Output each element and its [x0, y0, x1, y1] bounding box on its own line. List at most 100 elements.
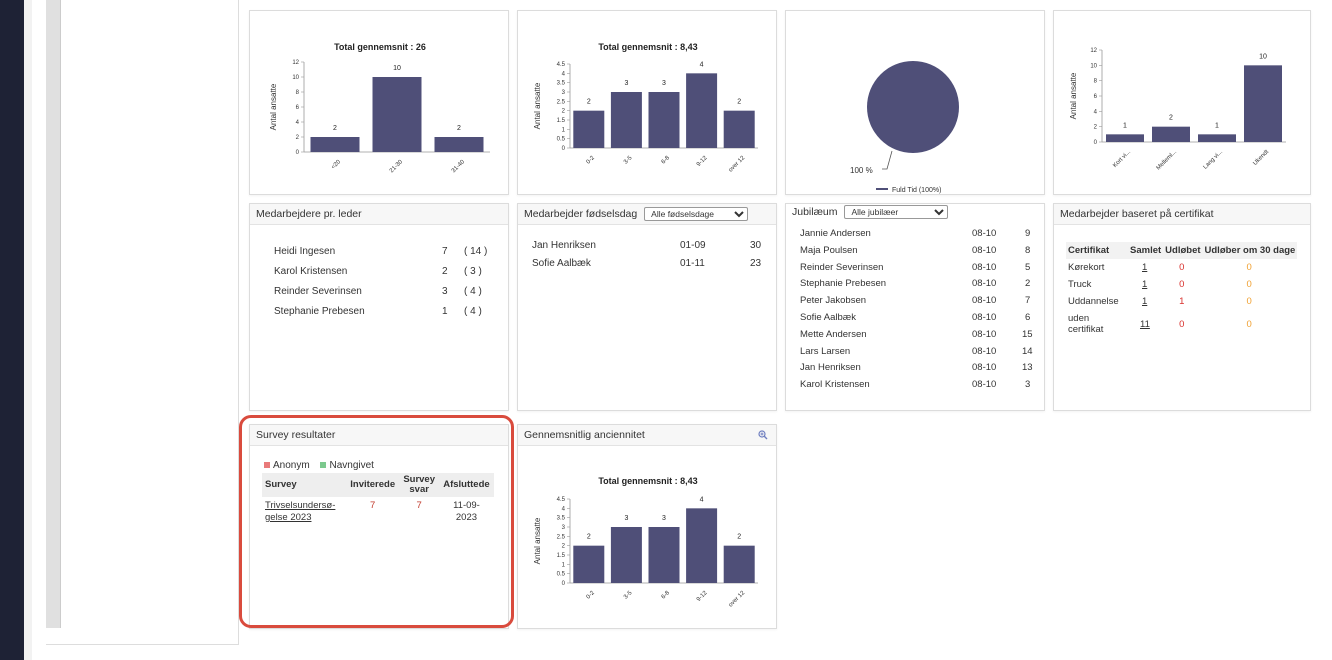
x-tick-label: <20: [331, 159, 343, 171]
y-tick-label: 1: [562, 127, 566, 133]
bar: [648, 527, 680, 583]
widget-certifikat: Medarbejder baseret på certifikat Certif…: [1053, 203, 1311, 411]
x-tick-label: over 12: [728, 590, 747, 609]
bar-value-label: 1: [1215, 122, 1219, 129]
widget-gennemsnitlig-anciennitet: Gennemsnitlig anciennitet Total gennemsn…: [517, 424, 777, 629]
y-tick-label: 0.5: [557, 572, 566, 578]
jubilee-years: 5: [1025, 261, 1031, 273]
jubilee-years: 8: [1025, 244, 1031, 256]
leder-total: ( 4 ): [464, 286, 482, 297]
cert-samlet-link[interactable]: 1: [1142, 262, 1148, 273]
survey-link[interactable]: Trivselsundersø-gelse 2023: [262, 497, 346, 527]
bar: [686, 73, 718, 148]
y-tick-label: 4: [562, 71, 566, 77]
birthday-age: 30: [750, 240, 762, 251]
survey-svar: 7: [416, 500, 422, 511]
list-item: Stephanie Prebesen 08-10 2: [800, 278, 1032, 295]
fodselsdag-filter-select[interactable]: Alle fødselsdage: [644, 207, 749, 222]
y-tick-label: 6: [296, 105, 300, 111]
bar: [573, 110, 605, 148]
y-tick-label: 8: [296, 90, 300, 96]
zoom-in-icon-glyph: [758, 430, 768, 440]
cert-udlober: 0: [1246, 279, 1252, 290]
bar-value-label: 4: [700, 496, 704, 503]
list-item: Stephanie Prebesen 1 ( 4 ): [274, 306, 494, 326]
widget-title: Medarbejder baseret på certifikat: [1054, 204, 1310, 225]
birthday-date: 01-09: [680, 240, 706, 251]
y-tick-label: 10: [292, 75, 299, 81]
pie-legend-swatch: [876, 188, 888, 190]
cert-udlobet: 0: [1179, 262, 1185, 273]
col-header-afsluttede: Afsluttede: [438, 473, 494, 497]
cert-udlober: 0: [1246, 262, 1252, 273]
y-axis-label: Antal ansatte: [269, 83, 278, 130]
x-tick-label: 3-5: [623, 155, 634, 166]
list-item: Peter Jakobsen 08-10 7: [800, 295, 1032, 312]
jubilee-name: Reinder Severinsen: [800, 261, 884, 273]
leder-name: Karol Kristensen: [274, 266, 348, 277]
bar-value-label: 10: [1259, 53, 1267, 60]
zoom-in-icon[interactable]: [758, 425, 768, 445]
widget-kontrakt-chart: 0 2 4 6 8 10 12 Antal ansatte 1 Kort vi... 2 Mellem…: [1053, 10, 1311, 195]
x-tick-label: Melleml...: [1156, 149, 1179, 172]
pie-legend-label: Fuld Tid (100%): [892, 187, 941, 194]
svar-header-line1: Survey: [403, 474, 435, 485]
jubilee-years: 2: [1025, 278, 1031, 290]
y-axis-label: Antal ansatte: [533, 82, 542, 129]
jubilee-date: 08-10: [972, 244, 997, 256]
y-tick-label: 2: [562, 109, 566, 115]
jubilee-date: 08-10: [972, 261, 997, 273]
contract-bar-chart: 0 2 4 6 8 10 12 Antal ansatte 1 Kort vi... 2 Mellem…: [1069, 48, 1286, 172]
bar: [1244, 65, 1282, 142]
leder-count: 2: [442, 266, 448, 277]
y-tick-label: 8: [1094, 79, 1098, 85]
survey-table: Survey Inviterede Survey svar Afsluttede …: [262, 473, 494, 527]
bar: [686, 508, 718, 583]
y-tick-label: 4.5: [557, 497, 566, 503]
y-tick-label: 3.5: [557, 516, 566, 522]
y-tick-label: 0.5: [557, 137, 566, 143]
widget-title: Medarbejdere pr. leder: [250, 204, 508, 225]
navngivet-swatch: [320, 462, 327, 469]
list-item: Lars Larsen 08-10 14: [800, 346, 1033, 363]
table-row: Trivselsundersø-gelse 2023 7 7 11-09- 202…: [262, 497, 494, 527]
jubilee-name: Mette Andersen: [800, 328, 867, 340]
leder-name: Reinder Severinsen: [274, 286, 362, 297]
survey-name-line2: gelse 2023: [265, 512, 312, 523]
side-panel-scrollbar[interactable]: [46, 0, 61, 628]
bar: [372, 77, 422, 152]
jubilee-date: 08-10: [972, 295, 997, 307]
cert-udlober: 0: [1246, 296, 1252, 307]
col-header: Udløber om 30 dage: [1202, 242, 1298, 259]
anonym-swatch: [264, 462, 270, 469]
cert-udlober: 0: [1246, 318, 1252, 330]
y-tick-label: 2.5: [557, 99, 566, 105]
bar-value-label: 3: [624, 80, 628, 87]
birthday-name: Jan Henriksen: [532, 240, 596, 251]
survey-legend: Anonym Navngivet: [264, 460, 374, 471]
jubilaeum-filter-select[interactable]: Alle jubilæer: [844, 205, 949, 220]
chart-title: Total gennemsnit : 8,43: [598, 42, 697, 52]
col-header-survey: Survey: [262, 473, 346, 497]
list-item: Sofie Aalbæk 01-11 23: [532, 258, 764, 276]
col-header: Certifikat: [1066, 242, 1128, 259]
x-tick-label: 21-30: [389, 159, 405, 175]
y-tick-label: 4.5: [557, 62, 566, 68]
cert-samlet-link[interactable]: 1: [1142, 296, 1148, 307]
afsluttede-line2: 2023: [455, 512, 478, 523]
table-header-row: Survey Inviterede Survey svar Afsluttede: [262, 473, 494, 497]
list-item: Maja Poulsen 08-10 8: [800, 245, 1032, 262]
y-tick-label: 1: [562, 562, 566, 568]
jubilee-years: 15: [1022, 328, 1033, 340]
bar-value-label: 1: [1123, 122, 1127, 129]
list-item: Karol Kristensen 2 ( 3 ): [274, 266, 494, 286]
y-tick-label: 4: [296, 120, 300, 126]
bar: [723, 545, 755, 583]
y-tick-label: 4: [1094, 109, 1098, 115]
y-tick-label: 0: [1094, 140, 1098, 146]
jubilee-date: 08-10: [972, 278, 997, 290]
col-header-svar: Survey svar: [399, 473, 439, 497]
cert-samlet-link[interactable]: 11: [1140, 318, 1150, 330]
cert-samlet-link[interactable]: 1: [1142, 279, 1148, 290]
jubilee-years: 3: [1025, 379, 1031, 391]
